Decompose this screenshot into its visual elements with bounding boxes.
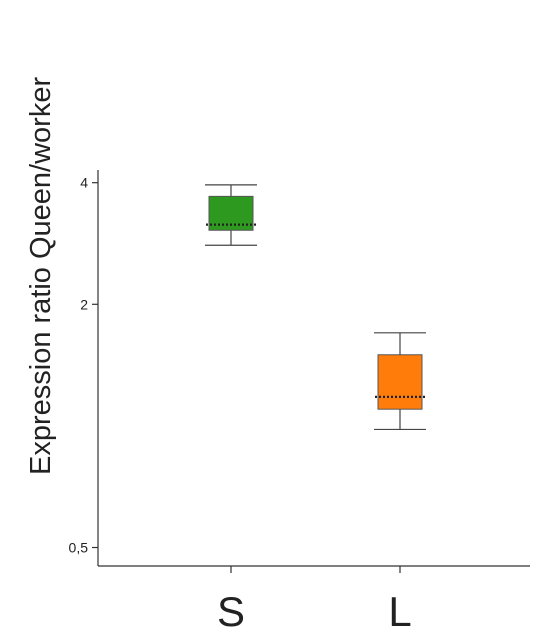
- x-category-label: S: [217, 588, 245, 632]
- x-category-label: L: [388, 588, 411, 632]
- boxes: [205, 184, 426, 431]
- y-axis-title-group: Expression ratio Queen/worker: [25, 77, 57, 475]
- box-l: [374, 332, 426, 431]
- box-iqr: [377, 354, 423, 410]
- y-ticks: 0,5 2 4: [69, 175, 98, 556]
- y-tick-label: 2: [80, 296, 88, 312]
- y-tick-label: 4: [80, 175, 88, 191]
- y-tick-label: 0,5: [69, 540, 89, 556]
- y-axis-title: Expression ratio Queen/worker: [25, 77, 57, 475]
- box-s: [205, 184, 257, 246]
